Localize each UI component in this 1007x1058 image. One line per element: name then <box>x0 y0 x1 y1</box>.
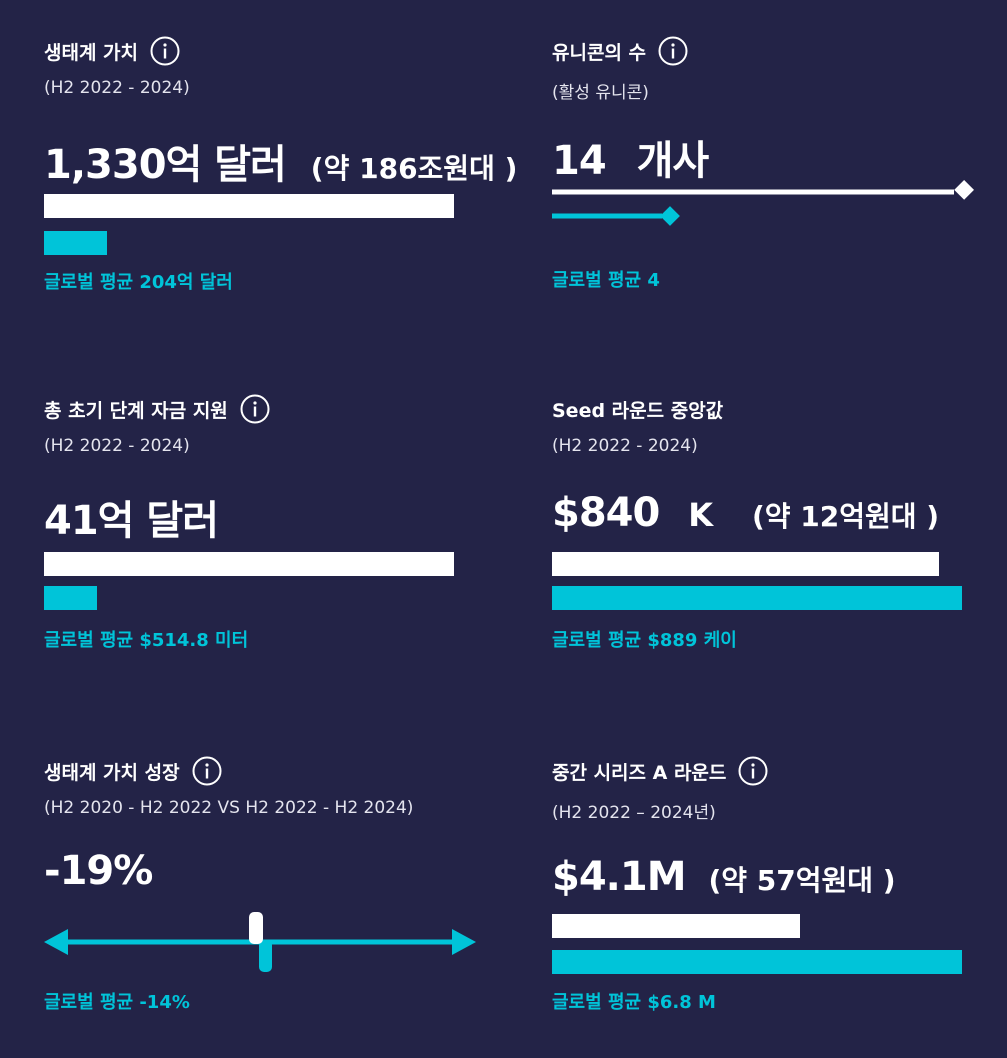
card-subtitle: (H2 2022 – 2024년) <box>552 803 716 823</box>
global-avg-label: 글로벌 평균 $889 케이 <box>552 630 737 651</box>
value-text: 1,330억 달러 <box>44 142 287 188</box>
unicorn-value-marker <box>954 180 974 200</box>
value-note: (약 186조원대 ) <box>310 152 518 185</box>
card-value: 41억 달러 <box>44 488 219 546</box>
growth-axis-chart <box>44 912 476 976</box>
value-text: -19% <box>44 848 153 894</box>
value-bar <box>552 914 800 938</box>
card-title: 중간 시리즈 A 라운드 <box>552 756 768 786</box>
global-avg-label: 글로벌 평균 $514.8 미터 <box>44 630 249 651</box>
global-avg-bar <box>552 950 962 974</box>
global-avg-label: 글로벌 평균 4 <box>552 270 660 291</box>
card-subtitle: (H2 2022 - 2024) <box>552 436 698 456</box>
card-value: -19% <box>44 848 153 894</box>
card-title-text: 중간 시리즈 A 라운드 <box>552 761 727 784</box>
card-value: $4.1M (약 57억원대 ) <box>552 854 896 900</box>
arrow-right-icon <box>452 929 476 955</box>
growth-avg-marker <box>259 940 272 972</box>
global-avg-label: 글로벌 평균 $6.8 M <box>552 992 716 1013</box>
value-growth-card: 생태계 가치 성장 (H2 2020 - H2 2022 VS H2 2022 … <box>44 756 484 1016</box>
value-unit: K <box>688 496 714 534</box>
card-title: 생태계 가치 <box>44 36 180 66</box>
value-bar <box>552 552 939 576</box>
seed-median-card: Seed 라운드 중앙값 (H2 2022 - 2024) $840 K (약 … <box>552 394 992 654</box>
card-title: 총 초기 단계 자금 지원 <box>44 394 270 424</box>
card-subtitle: (H2 2020 - H2 2022 VS H2 2022 - H2 2024) <box>44 798 414 818</box>
card-value: 1,330억 달러 (약 186조원대 ) <box>44 132 517 190</box>
growth-value-marker <box>249 912 263 944</box>
card-title-text: 생태계 가치 <box>44 41 139 64</box>
value-bar <box>44 552 454 576</box>
value-text: 41억 달러 <box>44 498 219 544</box>
value-unit: 개사 <box>636 138 710 184</box>
card-subtitle: (H2 2022 - 2024) <box>44 78 190 98</box>
global-avg-bar <box>552 586 962 610</box>
card-title-text: 유니콘의 수 <box>552 41 647 64</box>
card-title: Seed 라운드 중앙값 <box>552 394 723 424</box>
value-text: $4.1M <box>552 854 686 900</box>
card-value: 14 개사 <box>552 128 710 186</box>
value-note: (약 12억원대 ) <box>752 500 940 533</box>
info-icon[interactable] <box>150 36 180 66</box>
value-note: (약 57억원대 ) <box>708 864 896 897</box>
card-title: 유니콘의 수 <box>552 36 688 66</box>
card-subtitle: (활성 유니콘) <box>552 83 649 103</box>
value-text: $840 <box>552 490 660 536</box>
global-avg-label: 글로벌 평균 -14% <box>44 992 190 1013</box>
card-title: 생태계 가치 성장 <box>44 756 222 786</box>
card-title-text: Seed 라운드 중앙값 <box>552 399 724 422</box>
card-title-text: 총 초기 단계 자금 지원 <box>44 399 228 422</box>
unicorn-avg-marker <box>660 206 680 226</box>
info-icon[interactable] <box>240 394 270 424</box>
early-funding-card: 총 초기 단계 자금 지원 (H2 2022 - 2024) 41억 달러 글로… <box>44 394 484 654</box>
unicorns-card: 유니콘의 수 (활성 유니콘) 14 개사 글로벌 평균 4 <box>552 36 992 296</box>
info-icon[interactable] <box>192 756 222 786</box>
card-subtitle: (H2 2022 - 2024) <box>44 436 190 456</box>
value-bar <box>44 194 454 218</box>
series-a-card: 중간 시리즈 A 라운드 (H2 2022 – 2024년) $4.1M (약 … <box>552 756 992 1016</box>
card-title-text: 생태계 가치 성장 <box>44 761 180 784</box>
global-avg-bar <box>44 231 107 255</box>
unicorn-line-chart <box>552 180 974 230</box>
value-text: 14 <box>552 138 607 184</box>
ecosystem-value-card: 생태계 가치 (H2 2022 - 2024) 1,330억 달러 (약 186… <box>44 36 517 296</box>
card-value: $840 K (약 12억원대 ) <box>552 490 939 536</box>
global-avg-bar <box>44 586 97 610</box>
info-icon[interactable] <box>658 36 688 66</box>
info-icon[interactable] <box>738 756 768 786</box>
global-avg-label: 글로벌 평균 204억 달러 <box>44 272 233 293</box>
arrow-left-icon <box>44 929 68 955</box>
